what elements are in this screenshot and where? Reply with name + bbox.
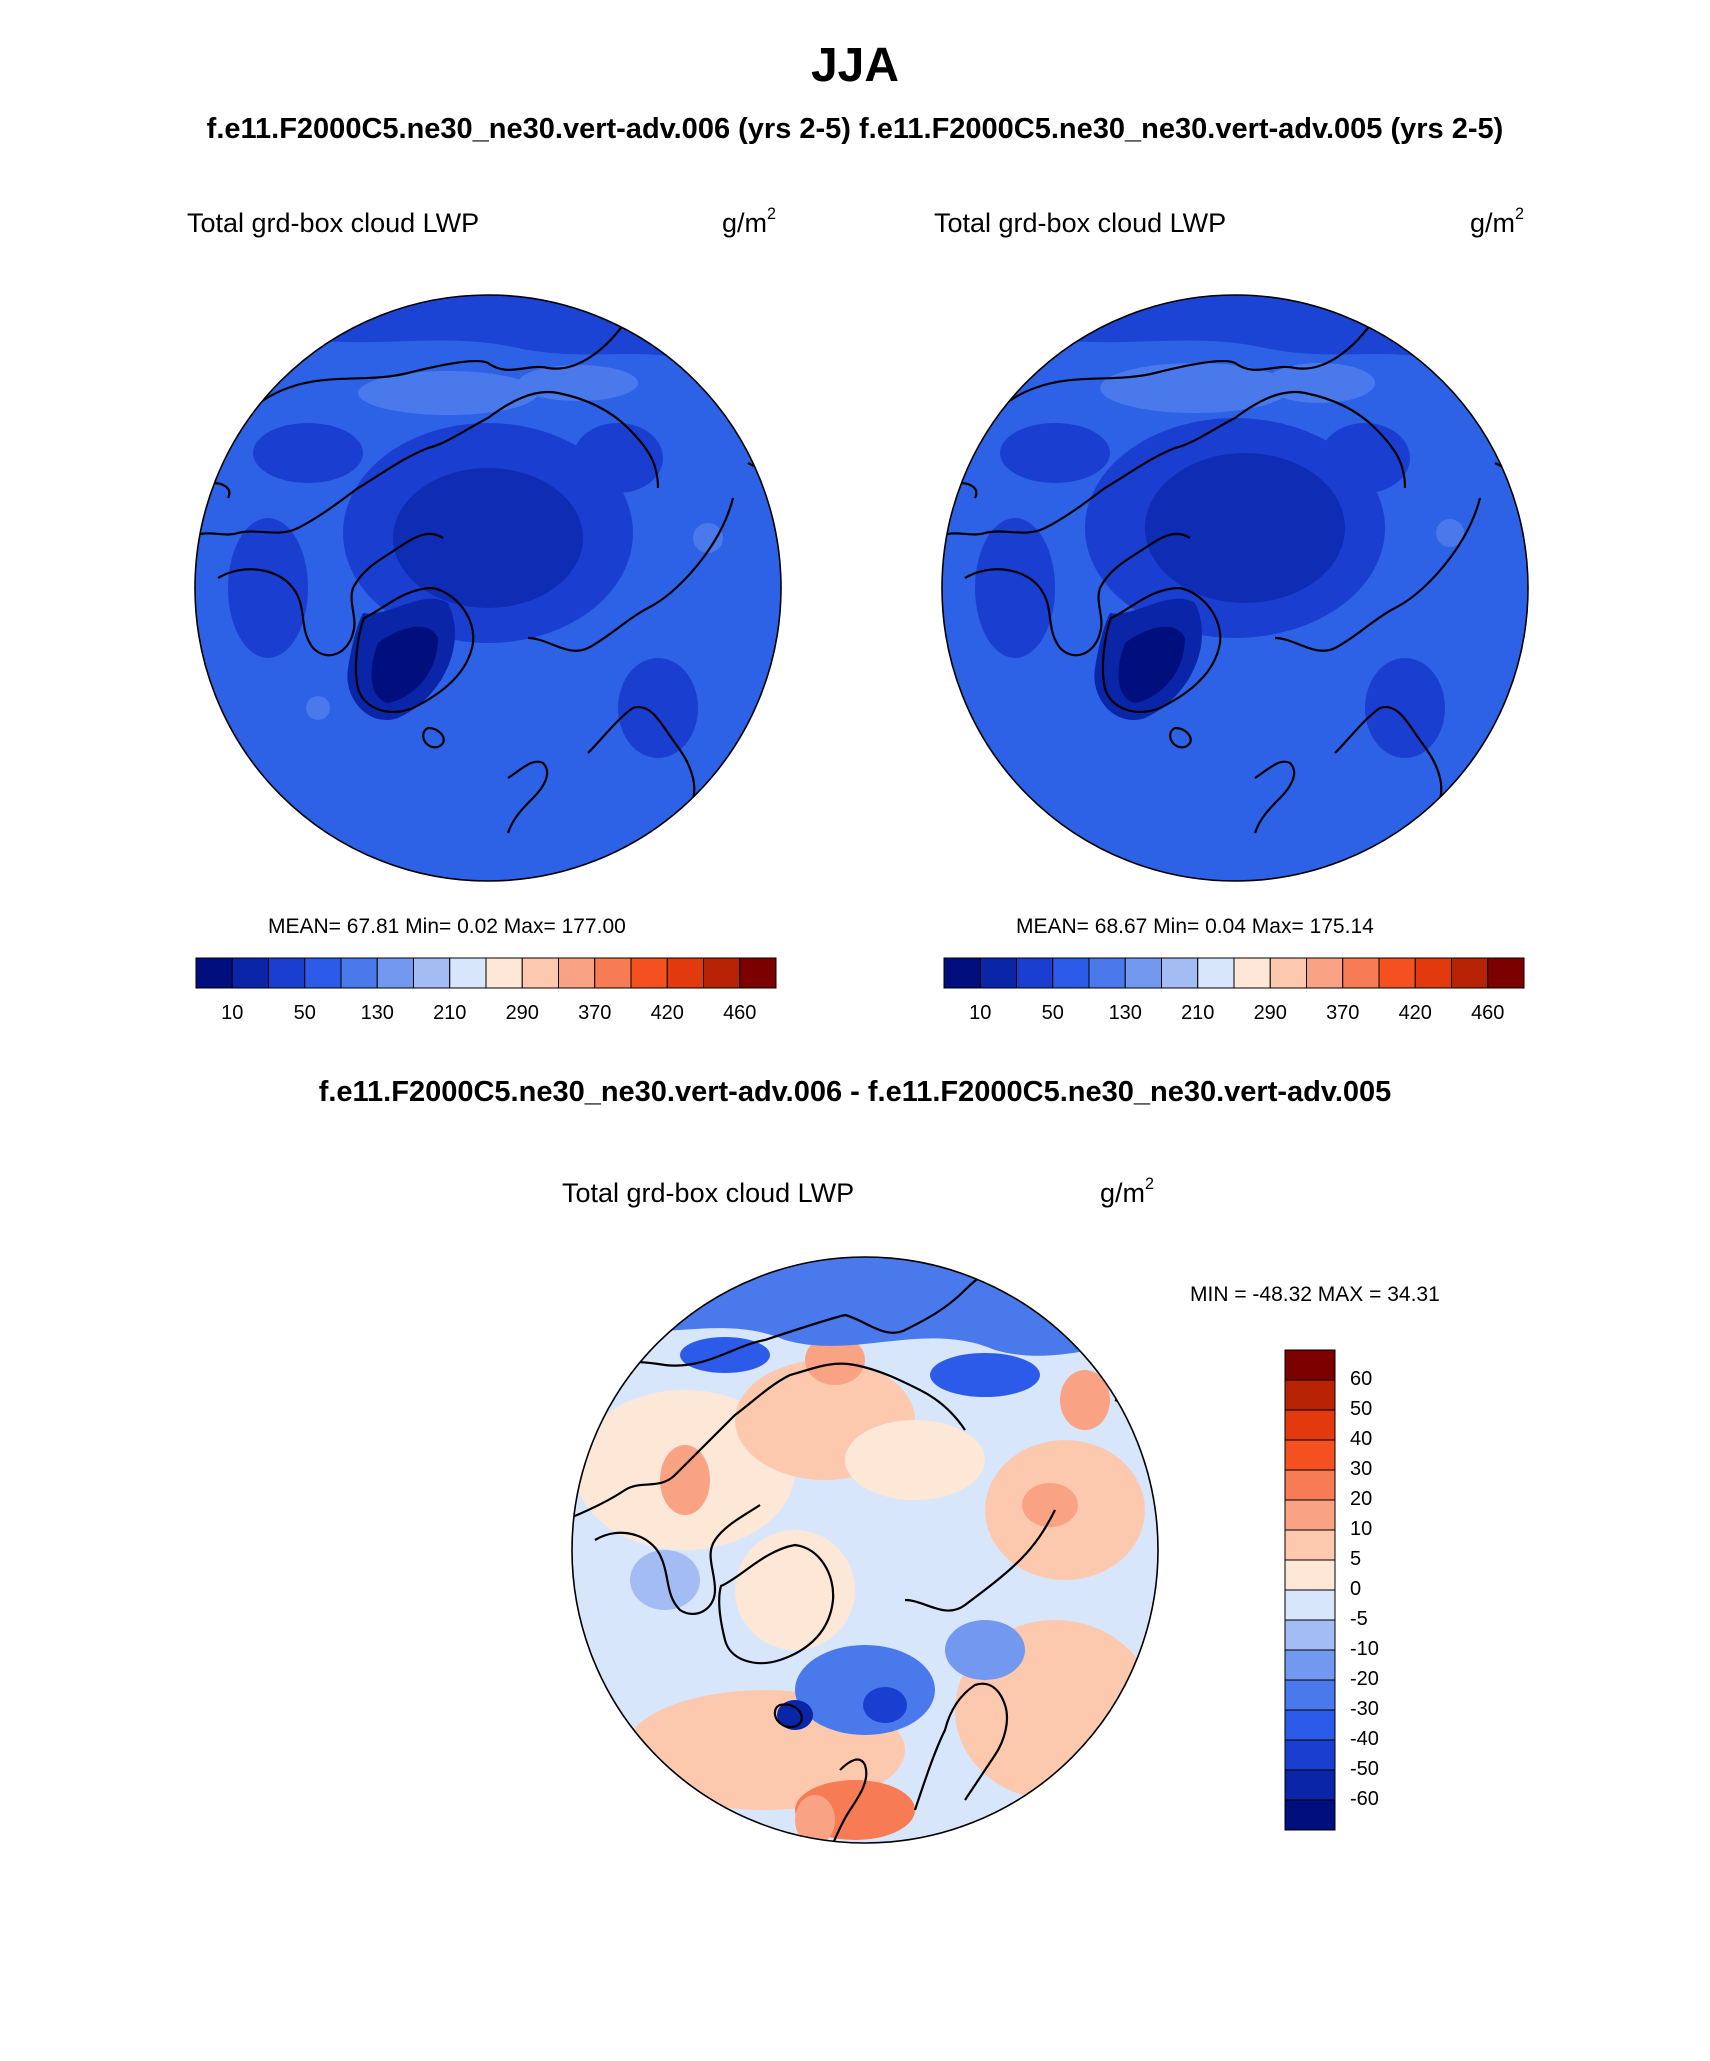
panel1-colorbar-swatch <box>340 957 378 989</box>
colorbar-tick-label: 420 <box>650 1002 684 1024</box>
panel2-colorbar-swatch <box>1233 957 1271 989</box>
panel2-colorbar <box>943 957 1525 989</box>
panel1-colorbar-swatch <box>195 957 233 989</box>
colorbar-tick-label: 20 <box>1350 1488 1373 1510</box>
panel1-colorbar-swatch <box>558 957 596 989</box>
colorbar-tick-label: 370 <box>1326 1002 1360 1024</box>
panel1-colorbar-swatch <box>666 957 704 989</box>
panel3-colorbar-swatch <box>1284 1739 1336 1771</box>
panel2-colorbar-swatch <box>1124 957 1162 989</box>
panel1-colorbar-swatch <box>594 957 632 989</box>
panel1-colorbar-swatch <box>449 957 487 989</box>
panel3-colorbar <box>1284 1349 1336 1831</box>
colorbar-tick-label: 210 <box>433 1002 467 1024</box>
panel1-colorbar-swatch <box>521 957 559 989</box>
panel2-colorbar-swatch <box>1487 957 1525 989</box>
panel2-colorbar-swatch <box>1269 957 1307 989</box>
colorbar-tick-label: 420 <box>1398 1002 1432 1024</box>
figure-subtitle: f.e11.F2000C5.ne30_ne30.vert-adv.006 (yr… <box>206 113 1504 145</box>
panel3-colorbar-swatch <box>1284 1679 1336 1711</box>
colorbar-tick-label: 370 <box>578 1002 612 1024</box>
panel1-colorbar-swatch <box>413 957 451 989</box>
colorbar-tick-label: -60 <box>1350 1788 1379 1810</box>
panel3-colorbar-swatch <box>1284 1499 1336 1531</box>
panel2-colorbar-swatch <box>1306 957 1344 989</box>
panel2-colorbar-swatch <box>943 957 981 989</box>
panel3-colorbar-swatch <box>1284 1589 1336 1621</box>
colorbar-tick-label: 290 <box>505 1002 539 1024</box>
colorbar-tick-label: 460 <box>1471 1002 1505 1024</box>
panel2-variable-label: Total grd-box cloud LWP <box>934 208 1227 238</box>
panel1-colorbar-swatch <box>376 957 414 989</box>
panel3-colorbar-swatch <box>1284 1439 1336 1471</box>
panel3-units: g/m2 <box>1100 1175 1155 1208</box>
panel1-polar-map <box>194 294 782 882</box>
colorbar-tick-label: 60 <box>1350 1368 1373 1390</box>
panel1-colorbar-swatch <box>231 957 269 989</box>
panel2-polar-map <box>941 294 1529 882</box>
colorbar-tick-label: 130 <box>360 1002 394 1024</box>
colorbar-tick-label: 460 <box>723 1002 757 1024</box>
panel2-colorbar-swatch <box>1088 957 1126 989</box>
colorbar-tick-label: 0 <box>1350 1578 1362 1600</box>
panel2-colorbar-swatch <box>1052 957 1090 989</box>
panel1-stats: MEAN= 67.81 Min= 0.02 Max= 177.00 <box>268 915 626 938</box>
colorbar-tick-label: 50 <box>1041 1002 1064 1024</box>
colorbar-tick-label: 50 <box>293 1002 316 1024</box>
colorbar-tick-label: 10 <box>1350 1518 1373 1540</box>
panel2-colorbar-swatch <box>1161 957 1199 989</box>
colorbar-tick-label: 50 <box>1350 1398 1373 1420</box>
difference-title: f.e11.F2000C5.ne30_ne30.vert-adv.006 - f… <box>318 1076 1392 1108</box>
panel1-colorbar-swatch <box>304 957 342 989</box>
figure-title: JJA <box>810 39 900 92</box>
panel3-colorbar-swatch <box>1284 1469 1336 1501</box>
colorbar-tick-label: -20 <box>1350 1668 1379 1690</box>
panel3-colorbar-swatch <box>1284 1529 1336 1561</box>
panel3-colorbar-swatch <box>1284 1349 1336 1381</box>
panel2-colorbar-swatch <box>1451 957 1489 989</box>
panel3-colorbar-swatch <box>1284 1409 1336 1441</box>
panel3-variable-label: Total grd-box cloud LWP <box>562 1178 855 1208</box>
panel2-colorbar-swatch <box>1378 957 1416 989</box>
panel1-colorbar-swatch <box>485 957 523 989</box>
panel3-colorbar-swatch <box>1284 1379 1336 1411</box>
colorbar-tick-label: 290 <box>1253 1002 1287 1024</box>
panel1-colorbar-swatch <box>739 957 777 989</box>
panel1-variable-label: Total grd-box cloud LWP <box>187 208 480 238</box>
colorbar-tick-label: -5 <box>1350 1608 1368 1630</box>
panel2-colorbar-swatch <box>1016 957 1054 989</box>
panel1-colorbar-swatch <box>630 957 668 989</box>
colorbar-tick-label: -40 <box>1350 1728 1379 1750</box>
panel2-units: g/m2 <box>1470 205 1525 238</box>
panel3-colorbar-swatch <box>1284 1799 1336 1831</box>
colorbar-tick-label: 30 <box>1350 1458 1373 1480</box>
panel1-colorbar <box>195 957 777 989</box>
panel1-units: g/m2 <box>722 205 777 238</box>
panel2-colorbar-swatch <box>1414 957 1452 989</box>
panel3-colorbar-swatch <box>1284 1619 1336 1651</box>
colorbar-tick-label: -10 <box>1350 1638 1379 1660</box>
colorbar-tick-label: 130 <box>1108 1002 1142 1024</box>
panel3-stats: MIN = -48.32 MAX = 34.31 <box>1190 1283 1440 1306</box>
panel1-colorbar-swatch <box>268 957 306 989</box>
panel3-colorbar-swatch <box>1284 1769 1336 1801</box>
panel1-colorbar-swatch <box>703 957 741 989</box>
colorbar-tick-label: 5 <box>1350 1548 1362 1570</box>
panel3-polar-map <box>571 1256 1159 1844</box>
panel2-colorbar-swatch <box>1342 957 1380 989</box>
colorbar-tick-label: 10 <box>969 1002 992 1024</box>
panel3-colorbar-swatch <box>1284 1649 1336 1681</box>
panel3-colorbar-swatch <box>1284 1559 1336 1591</box>
panel2-colorbar-swatch <box>979 957 1017 989</box>
colorbar-tick-label: -50 <box>1350 1758 1379 1780</box>
panel2-colorbar-swatch <box>1197 957 1235 989</box>
panel3-colorbar-swatch <box>1284 1709 1336 1741</box>
colorbar-tick-label: 10 <box>221 1002 244 1024</box>
panel2-stats: MEAN= 68.67 Min= 0.04 Max= 175.14 <box>1016 915 1374 938</box>
colorbar-tick-label: 210 <box>1181 1002 1215 1024</box>
colorbar-tick-label: -30 <box>1350 1698 1379 1720</box>
colorbar-tick-label: 40 <box>1350 1428 1373 1450</box>
